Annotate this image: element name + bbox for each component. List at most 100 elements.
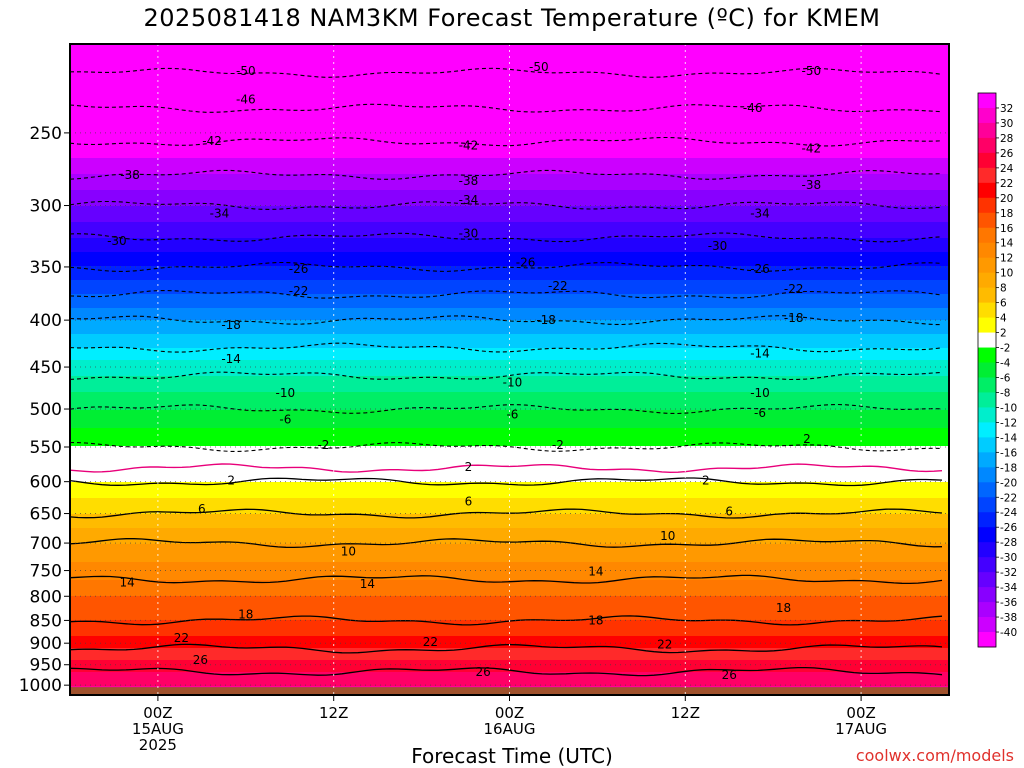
temperature-band [70, 82, 949, 85]
contour-label: 2 [465, 460, 473, 474]
colorbar-swatch [978, 452, 996, 468]
isotherm-line [70, 136, 943, 147]
temperature-band [70, 480, 949, 483]
colorbar-label: 10 [1000, 268, 1013, 280]
contour-label: 22 [423, 635, 438, 649]
colorbar-frame [977, 92, 997, 648]
temperature-band [70, 390, 949, 393]
colorbar-label: 18 [1000, 208, 1013, 220]
temperature-band [70, 396, 949, 399]
temperature-band [70, 126, 949, 129]
temperature-band [70, 258, 949, 261]
contour-label: -50 [801, 64, 821, 78]
colorbar-swatch [978, 93, 996, 109]
temperature-band [70, 408, 949, 411]
contour-label: -10 [503, 376, 523, 390]
source-credit: coolwx.com/models [855, 746, 1014, 765]
temperature-band [70, 88, 949, 91]
temperature-band [70, 292, 949, 295]
temperature-band [70, 670, 949, 673]
contour-label: 2 [702, 473, 710, 487]
temperature-band [70, 274, 949, 277]
temperature-band [70, 664, 949, 667]
isotherm-line [70, 403, 943, 415]
colorbar-label: 26 [1000, 148, 1014, 160]
temperature-band [70, 178, 949, 181]
colorbar-swatch [978, 497, 996, 513]
temperature-band [70, 556, 949, 559]
temperature-band [70, 522, 949, 525]
colorbar-swatch [978, 632, 996, 648]
temperature-band [70, 622, 949, 625]
colorbar-label: -34 [1000, 582, 1017, 594]
colorbar-swatch [978, 107, 996, 124]
contour-label: -38 [801, 178, 821, 192]
temperature-band [70, 570, 949, 573]
colorbar-label: 22 [1000, 178, 1013, 190]
isotherm-line [70, 67, 943, 78]
contour-label: -46 [236, 93, 256, 107]
colorbar-swatch [978, 257, 996, 274]
isotherm-line [70, 477, 943, 487]
temperature-band [70, 610, 949, 613]
temperature-band [70, 466, 949, 469]
colorbar-label: 32 [1000, 103, 1013, 115]
temperature-band [70, 136, 949, 139]
colorbar-swatch [978, 467, 996, 483]
contour-label: -2 [317, 438, 329, 452]
temperature-band [70, 262, 949, 265]
x-tick-label: 00Z [495, 704, 524, 722]
temperature-band [70, 246, 949, 249]
colorbar-label: 4 [1000, 313, 1007, 325]
temperature-band [70, 342, 949, 345]
y-axis: 250 300 350 400 450 500 550 600 650 700 750 800 850 9… [19, 124, 70, 696]
temperature-band [70, 60, 949, 63]
temperature-band [70, 298, 949, 301]
temperature-band [70, 370, 949, 373]
temperature-band [70, 108, 949, 111]
isotherm-line [70, 615, 943, 626]
temperature-band [70, 186, 949, 189]
temperature-band [70, 324, 949, 327]
colorbar-label: -28 [1000, 537, 1017, 549]
temperature-band [70, 340, 949, 343]
colorbar-swatch [978, 152, 996, 169]
colorbar-swatch [978, 122, 996, 139]
colorbar-label: -36 [1000, 597, 1017, 609]
temperature-band [70, 280, 949, 283]
contour-label: 22 [174, 631, 189, 645]
temperature-band [70, 442, 949, 445]
temperature-band [70, 112, 949, 115]
temperature-band [70, 264, 949, 267]
temperature-band [70, 276, 949, 279]
temperature-band [70, 486, 949, 489]
temperature-band [70, 160, 949, 163]
temperature-band [70, 532, 949, 535]
temperature-band [70, 562, 949, 565]
temperature-band [70, 52, 949, 55]
colorbar-label: -38 [1000, 612, 1017, 624]
y-tick-label: 950 [30, 656, 62, 676]
temperature-band [70, 214, 949, 217]
colorbar-label: 24 [1000, 163, 1014, 175]
temperature-band [70, 190, 949, 193]
freezing-line [70, 463, 943, 474]
contour-label: -22 [289, 284, 309, 298]
temperature-band [70, 502, 949, 505]
colorbar-swatch [978, 617, 996, 633]
contour-label: -30 [708, 239, 728, 253]
x-tick-label: 12Z [671, 704, 700, 722]
colorbar-label: -2 [1000, 343, 1010, 355]
temperature-band [70, 106, 949, 109]
temperature-band [70, 150, 949, 153]
temperature-band [70, 444, 949, 447]
colorbar-legend: 32 30 28 26 24 22 20 18 16 14 12 10 8 6 4 2 -2 -4 -6 -8 -10 -… [977, 92, 1017, 648]
colorbar-label: 8 [1000, 283, 1007, 295]
colorbar-label: 16 [1000, 223, 1014, 235]
temperature-band [70, 496, 949, 499]
colorbar-label: 30 [1000, 118, 1013, 130]
y-tick-label: 750 [30, 562, 62, 582]
temperature-band [70, 300, 949, 303]
temperature-band [70, 558, 949, 561]
